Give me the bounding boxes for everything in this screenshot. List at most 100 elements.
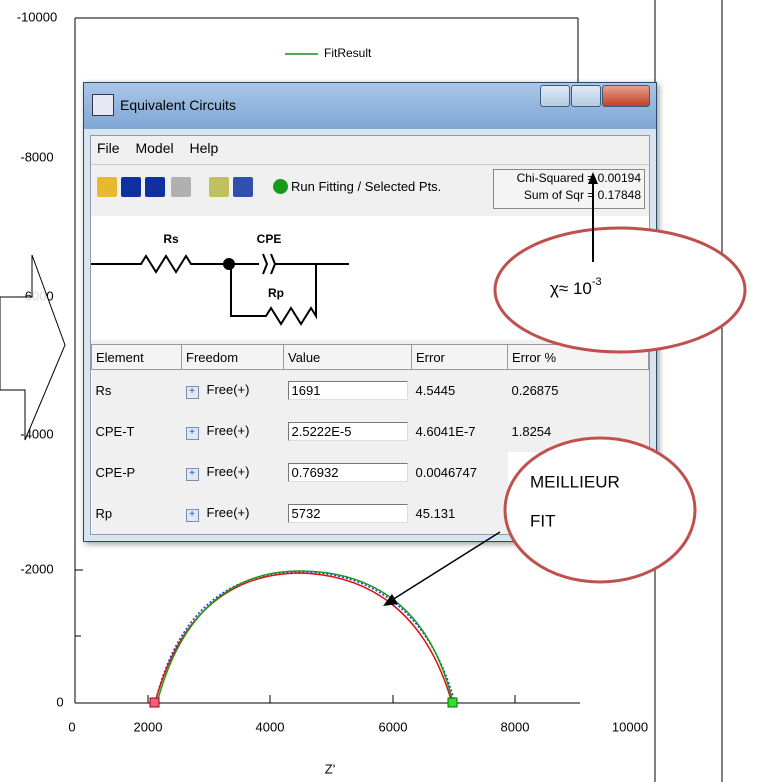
y-tick-label: -8000 [20,149,53,164]
table-cell: 0.26875 [507,369,649,411]
wire [230,264,317,326]
freedom-value: Free(+) [206,504,250,520]
run-button[interactable]: Run Fitting / Selected Pts. [291,179,442,194]
y-tick-label: 0 [56,694,63,709]
x-tick-label: 0 [68,719,75,734]
minimize-button[interactable] [540,85,570,107]
client-area: File Model Help Run Fitting / Selected P… [81,135,650,535]
legend-label: FitResult [324,46,372,60]
expand-button[interactable]: + [185,467,199,481]
freedom-value: Free(+) [206,381,250,397]
window-buttons [539,85,650,107]
menu-item[interactable]: File [97,140,120,156]
table-row: CPE-P + Free(+) 0.76932 0.0046747 [91,451,649,493]
open-button[interactable] [97,177,117,197]
value-input[interactable]: 5732 [287,503,408,523]
chi-text: χ≈ 10 [550,279,592,298]
fit-annotation: FIT [530,511,556,530]
title-bar: Equivalent Circuits [84,83,656,129]
arrowhead [588,172,598,184]
table-cell: 1691 [283,369,412,411]
circuit: Rs CPE Rp [81,232,349,326]
cell-text: 0.0046747 [415,464,477,480]
circuit-label: CPE [257,232,282,246]
freedom-value: Free(+) [206,422,250,438]
expand-button[interactable]: + [185,426,199,440]
table-cell: + Free(+) [181,492,284,534]
x-axis-label: Z' [325,761,335,776]
expand-button[interactable]: + [185,385,199,399]
chi-squared: Chi-Squared = 0.00194 [516,171,641,185]
cell-text: Rs [95,382,112,398]
close-button[interactable] [602,85,650,107]
fit-annotation: MEILLIEUR [530,472,620,491]
table-cell: 2.5222E-5 [283,410,412,452]
table-cell: Rs [91,369,182,411]
value-input[interactable]: 0.76932 [287,462,408,482]
tool-button[interactable] [209,177,229,197]
point-marker [447,697,458,708]
table-cell: 4.5445 [411,369,508,411]
value-input[interactable]: 2.5222E-5 [287,421,408,441]
cell-text: 45.131 [415,505,456,521]
fit-stats: Chi-Squared = 0.00194 Sum of Sqr = 0.178… [493,169,645,209]
arrowhead [383,594,398,606]
chi-annotation: χ≈ 10-3 [550,276,602,299]
table-cell: 4.6041E-7 [411,410,508,452]
x-tick-label: 8000 [501,719,530,734]
cell-text: 4.6041E-7 [415,423,476,439]
chi-exponent: -3 [592,276,602,288]
arrow [391,531,501,601]
cell-text: 0.26875 [511,382,559,398]
table-row: CPE-T + Free(+) 2.5222E-5 4.6041E-7 1.8254 [91,410,649,452]
expand-button[interactable]: + [185,508,199,522]
table-row: Rs + Free(+) 1691 4.5445 0.26875 [91,369,649,411]
table-header: Element Freedom Value Error Error % [91,344,649,370]
menu-bar: File Model Help [91,136,649,160]
save-as-button[interactable] [145,177,165,197]
menu-item[interactable]: Help [189,140,219,156]
header-cell: Freedom [181,344,284,370]
window: Equivalent Circuits File Model Help Run … [81,82,657,542]
print-button[interactable] [171,177,191,197]
table-cell: CPE-T [91,410,182,452]
big-arrow [0,254,66,441]
save-button[interactable] [121,177,141,197]
header-cell: Error [411,344,508,370]
cell-text: Rp [95,505,113,521]
table-cell: 45.131 [411,492,508,534]
point-marker [149,697,160,708]
y-tick-label: -2000 [20,561,53,576]
callout [493,226,747,354]
table-cell: + Free(+) [181,369,284,411]
callout [503,436,697,584]
sum-of-squares: Sum of Sqr = 0.17848 [523,188,641,202]
header-cell: Value [283,344,412,370]
wire [81,254,226,274]
fit-curve [156,570,454,704]
table-body: Rs + Free(+) 1691 4.5445 0.26875 CPE-T + Free(+)… [91,369,649,534]
x-tick-label: 4000 [256,719,285,734]
tool-button[interactable] [233,177,253,197]
value-input[interactable]: 1691 [287,380,408,400]
table-cell: 0.0046747 [411,451,508,493]
circuit-label: Rs [163,232,179,246]
data-curve [154,571,456,704]
cell-text: CPE-T [95,423,135,439]
table-cell: 0.76932 [283,451,412,493]
circuit-label: Rp [268,286,284,300]
menu-item[interactable]: Model [135,140,174,156]
run-indicator [273,179,288,194]
wire [226,253,349,275]
table-row: Rp + Free(+) 5732 45.131 [91,492,649,534]
parameter-table: Element Freedom Value Error Error % Rs + F… [91,344,649,534]
header-cell: Element [91,344,182,370]
toolbar: Run Fitting / Selected Pts. Chi-Squared … [91,164,649,209]
cell-text: 4.5445 [415,382,456,398]
x-tick-label: 2000 [134,719,163,734]
maximize-button[interactable] [571,85,601,107]
table-cell: CPE-P [91,451,182,493]
freedom-value: Free(+) [206,463,250,479]
